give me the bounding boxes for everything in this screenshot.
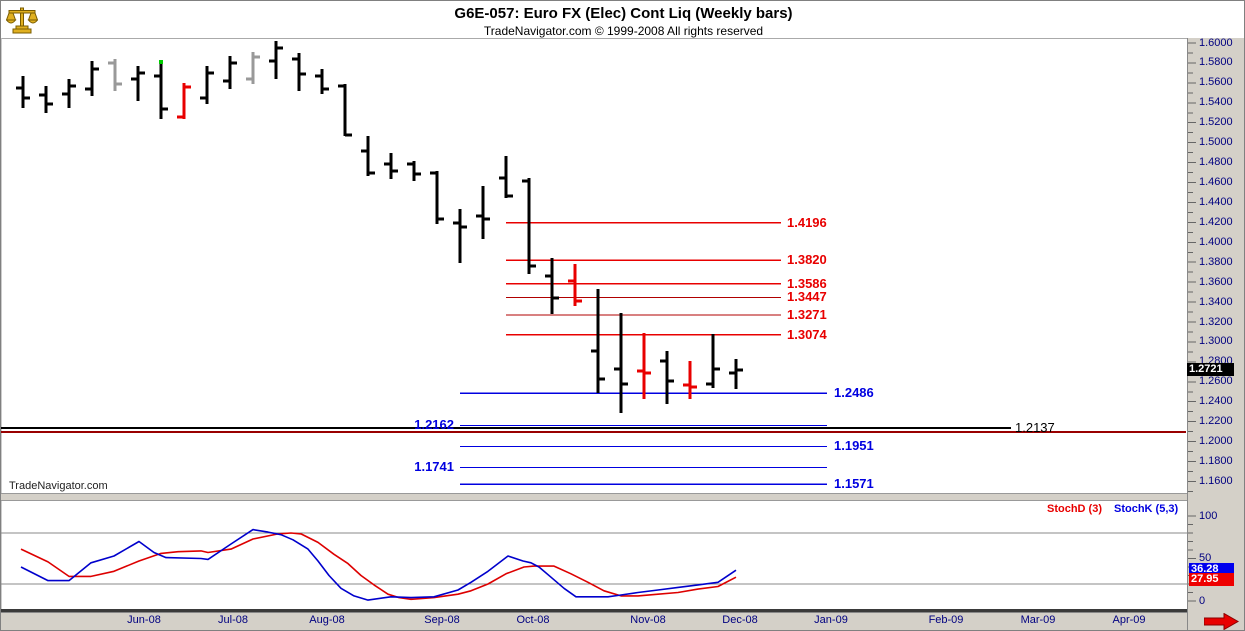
stochastic-panel[interactable]	[1, 501, 1187, 609]
last-price-badge: 1.2721	[1187, 363, 1234, 376]
chart-title: G6E-057: Euro FX (Elec) Cont Liq (Weekly…	[454, 5, 793, 22]
price-chart-panel[interactable]	[1, 38, 1187, 493]
stochastic-panel-border	[1, 609, 1187, 612]
stochd-value-badge: 27.95	[1189, 573, 1234, 586]
stochk-value-badge: 36.28	[1189, 563, 1234, 575]
gold-scales-icon	[5, 6, 39, 41]
stochk-legend-label[interactable]: StochK (5,3)	[1114, 503, 1179, 515]
chart-copyright: TradeNavigator.com © 1999-2008 All right…	[483, 24, 764, 38]
panel-separator[interactable]	[1, 493, 1187, 501]
date-axis-strip[interactable]	[1, 612, 1187, 630]
watermark: TradeNavigator.com	[9, 480, 108, 492]
stochd-legend-label[interactable]: StochD (3)	[1047, 503, 1102, 515]
price-axis-strip[interactable]	[1187, 38, 1244, 630]
indicator-legend: StochD (3) StochK (5,3)	[1047, 503, 1178, 515]
scroll-right-arrow-icon[interactable]	[1203, 612, 1240, 630]
